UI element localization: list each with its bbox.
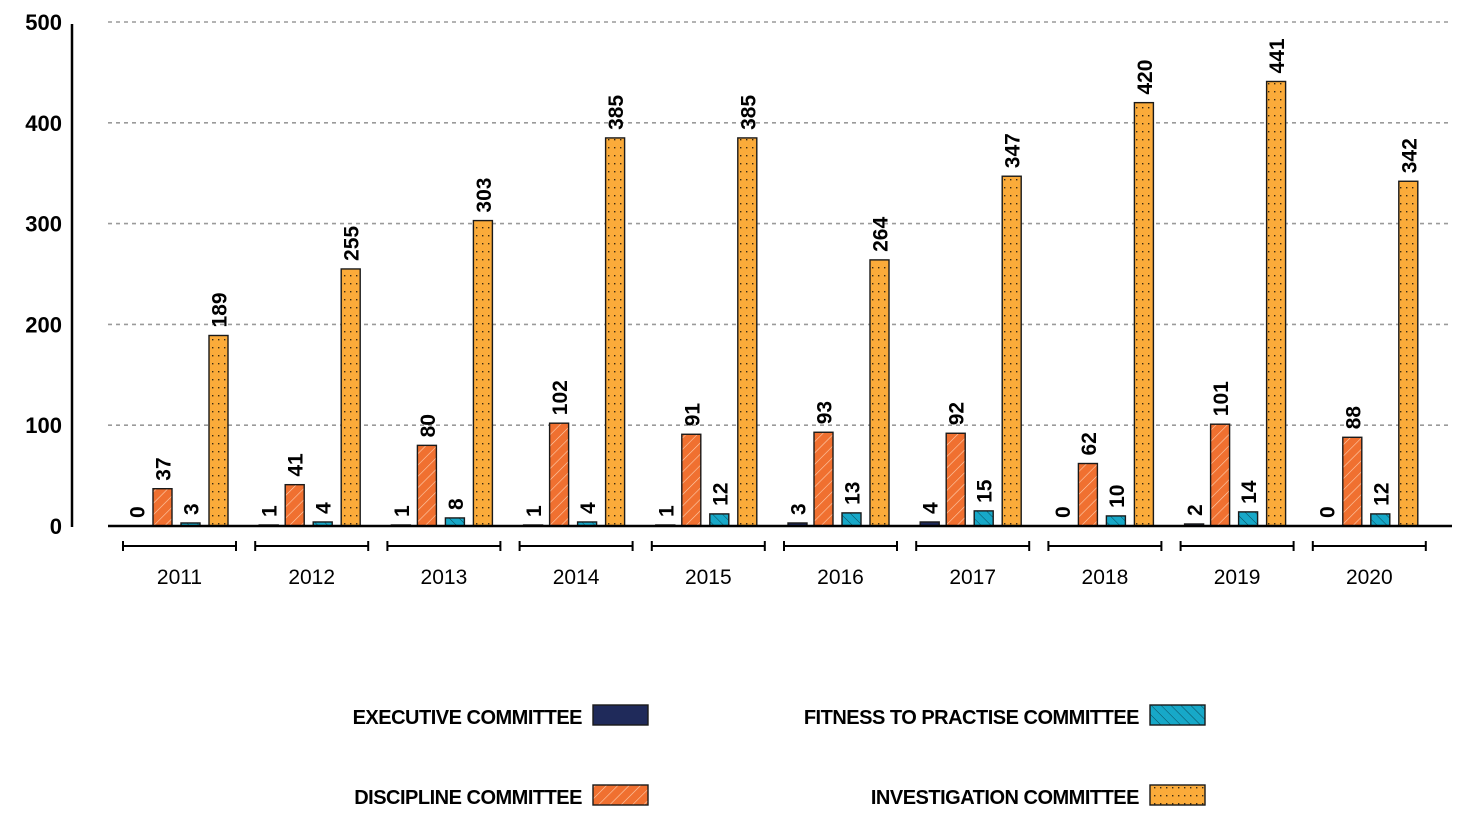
- value-label: 0: [1052, 506, 1075, 518]
- bar-investigation-2012: [340, 268, 361, 527]
- legend-label-discipline: DISCIPLINE COMMITTEE: [354, 787, 582, 809]
- value-label: 37: [153, 457, 176, 480]
- x-axis: 2011 2012 2013 2014 2015 2016 2017 2018 2019 2020: [108, 524, 1452, 589]
- value-label: 12: [1370, 483, 1393, 506]
- value-label: 3: [788, 503, 811, 515]
- x-tick-label: 2013: [421, 566, 468, 589]
- legend-label-fitness: FITNESS TO PRACTISE COMMITTEE: [804, 707, 1139, 729]
- x-tick-label: 2020: [1346, 566, 1393, 589]
- legend-label-investigation: INVESTIGATION COMMITTEE: [871, 787, 1139, 809]
- value-label: 4: [577, 502, 600, 514]
- bar-discipline-2011: [152, 488, 173, 527]
- value-label: 385: [605, 95, 628, 130]
- value-label: 102: [549, 380, 572, 415]
- x-tick-label: 2016: [817, 566, 864, 589]
- value-label: 12: [709, 483, 732, 506]
- x-tick-label: 2019: [1214, 566, 1261, 589]
- y-tick-label: 300: [25, 212, 62, 237]
- bar-discipline-2020: [1342, 436, 1363, 527]
- legend-swatch-executive: [592, 704, 649, 726]
- bar-investigation-2015: [737, 137, 758, 527]
- value-label: 0: [1316, 506, 1339, 518]
- y-tick-label: 100: [25, 413, 62, 438]
- x-tick-label: 2012: [288, 566, 335, 589]
- value-label: 189: [209, 292, 232, 327]
- legend-label-executive: EXECUTIVE COMMITTEE: [353, 707, 583, 729]
- bars: 0373189141425518083031102438519112385393…: [127, 38, 1421, 527]
- legend-swatch-investigation: [1149, 784, 1206, 806]
- value-label: 420: [1134, 60, 1157, 95]
- bar-discipline-2016: [813, 431, 834, 527]
- x-tick-label: 2015: [685, 566, 732, 589]
- bar-fitness-2016: [841, 512, 862, 527]
- value-label: 342: [1398, 138, 1421, 173]
- x-tick-label: 2018: [1082, 566, 1129, 589]
- bar-fitness-2018: [1105, 515, 1127, 527]
- value-label: 0: [127, 506, 150, 518]
- x-tick-label: 2011: [157, 566, 202, 589]
- legend: EXECUTIVE COMMITTEE FITNESS TO PRACTISE C…: [353, 704, 1206, 809]
- bar-fitness-2017: [973, 510, 994, 527]
- bar-investigation-2016: [869, 259, 890, 527]
- value-label: 15: [974, 479, 997, 503]
- gridlines: [108, 21, 1452, 427]
- bar-investigation-2018: [1133, 101, 1155, 527]
- bar-investigation-2013: [472, 219, 494, 527]
- bar-investigation-2017: [1001, 175, 1022, 527]
- value-label: 303: [473, 178, 496, 213]
- bar-fitness-2015: [709, 513, 730, 527]
- value-label: 1: [391, 505, 414, 517]
- value-label: 347: [1002, 133, 1025, 168]
- value-label: 14: [1238, 480, 1261, 504]
- bar-discipline-2013: [416, 444, 438, 527]
- bar-investigation-2011: [208, 334, 229, 527]
- value-label: 13: [842, 482, 865, 505]
- bar-investigation-2019: [1265, 80, 1287, 527]
- value-label: 101: [1210, 381, 1233, 416]
- x-tick-label: 2017: [949, 566, 996, 589]
- value-label: 255: [341, 226, 364, 261]
- bar-discipline-2019: [1209, 423, 1231, 527]
- bar-discipline-2012: [284, 483, 305, 527]
- y-axis: 0 100 200 300 400 500: [25, 10, 74, 539]
- value-label: 2: [1184, 504, 1207, 516]
- bar-discipline-2015: [681, 433, 702, 527]
- value-label: 1: [259, 505, 282, 517]
- bar-fitness-2019: [1237, 511, 1259, 527]
- value-label: 4: [920, 502, 943, 514]
- bar-investigation-2014: [604, 137, 626, 527]
- value-label: 91: [681, 403, 704, 427]
- value-label: 62: [1078, 432, 1101, 455]
- value-label: 41: [285, 453, 308, 477]
- y-tick-label: 500: [25, 10, 62, 35]
- bar-fitness-2020: [1370, 513, 1391, 527]
- value-label: 80: [417, 414, 440, 437]
- legend-swatch-fitness: [1149, 704, 1206, 726]
- value-label: 92: [946, 402, 969, 425]
- value-label: 4: [313, 502, 336, 514]
- value-label: 10: [1106, 485, 1129, 508]
- value-label: 93: [814, 401, 837, 424]
- value-label: 385: [737, 95, 760, 130]
- value-label: 441: [1266, 38, 1289, 73]
- value-label: 88: [1342, 406, 1365, 430]
- bar-discipline-2018: [1077, 462, 1099, 527]
- bar-investigation-2020: [1398, 180, 1419, 527]
- x-tick-label: 2014: [553, 566, 600, 589]
- y-tick-label: 400: [25, 111, 62, 136]
- value-label: 3: [181, 503, 204, 515]
- y-tick-label: 0: [50, 514, 62, 539]
- bar-discipline-2017: [945, 432, 966, 527]
- value-label: 264: [870, 217, 893, 252]
- bar-discipline-2014: [548, 422, 570, 527]
- value-label: 8: [445, 498, 468, 510]
- value-label: 1: [655, 505, 678, 517]
- y-tick-label: 200: [25, 312, 62, 337]
- value-label: 1: [523, 505, 546, 517]
- legend-swatch-discipline: [592, 784, 649, 806]
